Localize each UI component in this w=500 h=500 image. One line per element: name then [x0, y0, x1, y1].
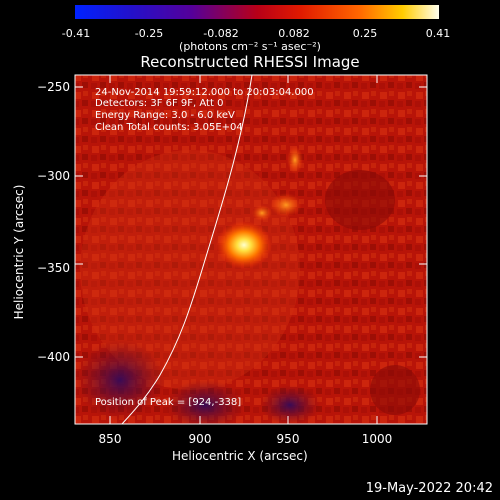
info-clean-counts: Clean Total counts: 3.05E+04: [95, 122, 243, 133]
y-axis-label: Heliocentric Y (arcsec): [12, 184, 26, 320]
y-tick-label: −350: [37, 261, 70, 275]
colorbar-tick: -0.082: [203, 27, 239, 40]
colorbar: [75, 5, 439, 19]
y-tick-label: −300: [37, 169, 70, 183]
y-tick-label: −250: [37, 80, 70, 94]
x-tick-label: 1000: [361, 432, 393, 446]
info-peak-position: Position of Peak = [924,-338]: [95, 397, 242, 408]
info-time-range: 24-Nov-2014 19:59:12.000 to 20:03:04.000: [95, 87, 314, 98]
x-tick-label: 950: [276, 432, 300, 446]
colorbar-tick: 0.41: [425, 27, 451, 40]
colorbar-tick: -0.25: [134, 27, 164, 40]
colorbar-tick: 0.082: [278, 27, 310, 40]
x-tick-label: 900: [188, 432, 212, 446]
colorbar-tick: -0.41: [61, 27, 91, 40]
x-tick-label: 850: [98, 432, 122, 446]
y-tick-label: −400: [37, 350, 70, 364]
info-energy-range: Energy Range: 3.0 - 6.0 keV: [95, 110, 235, 121]
info-detectors: Detectors: 3F 6F 9F, Att 0: [95, 98, 224, 109]
colorbar-units: (photons cm⁻² s⁻¹ asec⁻²): [179, 40, 321, 53]
x-axis-label: Heliocentric X (arcsec): [172, 449, 308, 463]
timestamp: 19-May-2022 20:42: [365, 481, 493, 496]
colorbar-tick: 0.25: [352, 27, 378, 40]
plot-title: Reconstructed RHESSI Image: [140, 53, 360, 71]
